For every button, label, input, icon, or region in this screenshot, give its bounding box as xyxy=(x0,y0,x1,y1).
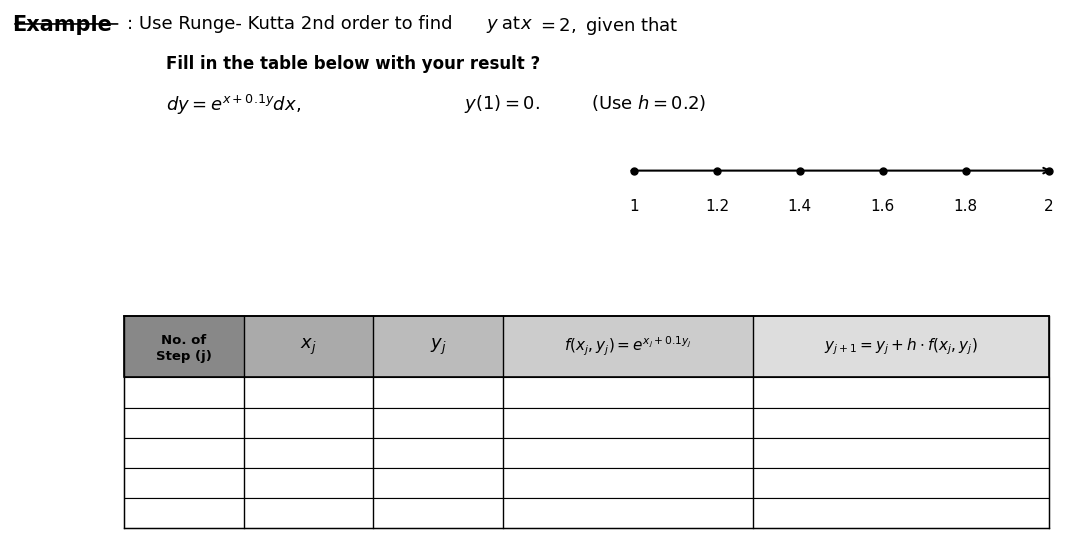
Bar xyxy=(124,377,1049,408)
Text: $dy = e^{x+0.1y}dx,$: $dy = e^{x+0.1y}dx,$ xyxy=(166,93,302,117)
Text: x: x xyxy=(520,15,531,33)
Text: y: y xyxy=(486,15,497,33)
Bar xyxy=(244,316,373,377)
Text: 1: 1 xyxy=(629,199,639,213)
Bar xyxy=(124,316,244,377)
Text: 1.6: 1.6 xyxy=(871,199,895,213)
Text: Fill in the table below with your result ?: Fill in the table below with your result… xyxy=(166,55,540,73)
Text: 1.2: 1.2 xyxy=(705,199,729,213)
Text: $f(x_j, y_j) = e^{x_j + 0.1y_j}$: $f(x_j, y_j) = e^{x_j + 0.1y_j}$ xyxy=(564,335,692,358)
Text: 1.4: 1.4 xyxy=(788,199,812,213)
Bar xyxy=(124,468,1049,498)
Bar xyxy=(373,316,503,377)
Bar xyxy=(124,498,1049,528)
Bar xyxy=(124,437,1049,468)
Text: No. of: No. of xyxy=(161,334,207,347)
Text: $x_j$: $x_j$ xyxy=(301,336,317,356)
Bar xyxy=(753,316,1049,377)
Text: 1.8: 1.8 xyxy=(954,199,978,213)
Text: $y_{j+1} = y_j + h \cdot f(x_j, y_j)$: $y_{j+1} = y_j + h \cdot f(x_j, y_j)$ xyxy=(824,336,978,357)
Text: at: at xyxy=(496,15,526,33)
Text: $y_j$: $y_j$ xyxy=(430,336,447,356)
Text: : Use Runge- Kutta 2nd order to find: : Use Runge- Kutta 2nd order to find xyxy=(127,15,458,33)
Text: 2: 2 xyxy=(1044,199,1053,213)
Text: $y(1)=0.$: $y(1)=0.$ xyxy=(464,93,539,114)
Text: (Use $h = 0.2$): (Use $h = 0.2$) xyxy=(592,93,707,113)
Text: Example: Example xyxy=(12,15,112,35)
Bar xyxy=(503,316,753,377)
Bar xyxy=(124,408,1049,437)
Text: Step (j): Step (j) xyxy=(156,350,212,363)
Text: $= 2,$ given that: $= 2,$ given that xyxy=(531,15,678,37)
Bar xyxy=(124,316,1049,377)
